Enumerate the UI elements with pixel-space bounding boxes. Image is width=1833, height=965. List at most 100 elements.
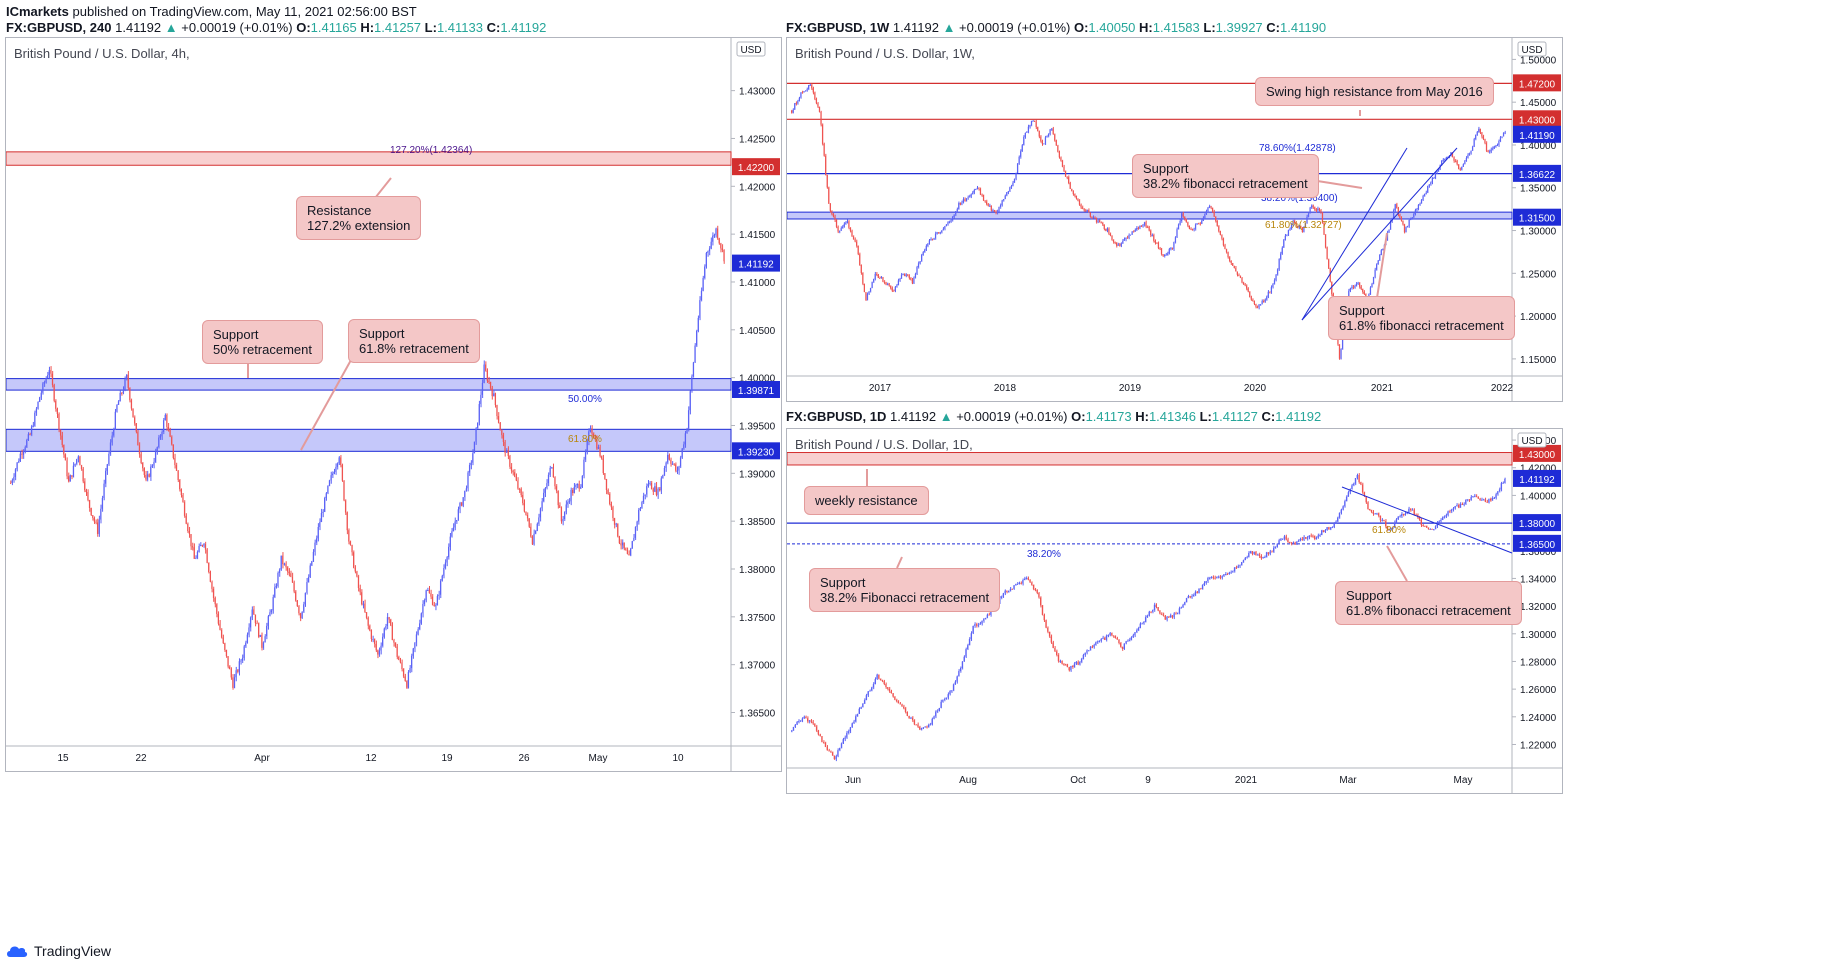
candle-body [357,576,359,589]
candle-body [1422,525,1424,527]
annotation-support-618[interactable]: Support 61.8% fibonacci retracement [1335,581,1522,625]
candle-body [1041,605,1044,615]
candle-body [1484,139,1486,144]
candle-body [1260,556,1262,559]
candle-body [1210,206,1212,208]
annotation-line: Support [359,326,405,341]
chart-panel-1w[interactable]: 78.60%(1.42878) 38.20%(1.36400) 61.80%(1.3… [786,37,1563,402]
candle-body [533,533,535,545]
candle-body [32,425,34,427]
candle-body [322,511,324,514]
annotation-support-50[interactable]: Support 50% retracement [202,320,323,364]
candle-body [317,526,319,539]
annotation-support-618[interactable]: Support 61.8% fibonacci retracement [1328,296,1515,340]
candle-body [1056,651,1058,656]
candle-body [559,505,561,508]
candle-body [1201,585,1204,590]
annotation-support-382[interactable]: Support 38.2% Fibonacci retracement [809,568,1001,612]
candle-body [111,435,113,443]
candle-body [423,600,425,604]
candle-body [843,223,845,227]
candle-body [80,465,82,470]
annotation-resistance-127[interactable]: Resistance 127.2% extension [296,196,422,240]
candle-body [1267,552,1269,554]
candle-body [1389,221,1392,230]
candle-body [230,669,232,678]
annotation-support-618[interactable]: Support 61.8% retracement [348,319,480,363]
candle-body [219,623,221,630]
candle-body [874,273,876,279]
candle-body [636,521,638,527]
candle-body [880,277,882,279]
candle-body [807,718,809,722]
candle-body [933,238,935,240]
candle-body [1451,152,1453,158]
candle-body [1069,183,1071,189]
tradingview-logo[interactable]: TradingView [6,943,111,959]
candle-body [628,553,630,556]
candle-body [697,317,699,331]
candle-body [1038,131,1040,137]
candle-body [1004,195,1006,200]
candle-body [1120,243,1122,246]
candle-body [691,376,693,392]
chart-1d-canvas[interactable]: 38.20%61.80%1.440001.420001.400001.38000… [787,429,1562,793]
candle-body [1261,301,1263,305]
candle-body [865,695,867,701]
candle-body [1120,643,1122,647]
candle-body [967,645,969,650]
candle-body [1130,637,1132,640]
candle-body [584,452,587,460]
symbol-line-1d: FX:GBPUSD, 1D 1.41192 ▲ +0.00019 (+0.01%… [786,409,1322,424]
annotation-weekly-resistance[interactable]: weekly resistance [804,486,929,515]
author-name[interactable]: ICmarkets [6,4,69,19]
candle-body [815,726,818,731]
candle-body [196,551,198,558]
candle-body [1437,169,1439,172]
candle-body [456,519,458,522]
candle-body [1171,248,1173,250]
candle-body [1174,237,1176,243]
candle-body [436,596,438,606]
candle-body [626,550,628,554]
chart-panel-4h[interactable]: 127.20%(1.42364) 50.00% 61.80% 1.43000 1.425… [5,37,782,772]
candle-body [87,492,89,501]
annotation-support-382[interactable]: Support 38.2% fibonacci retracement [1132,154,1319,198]
candle-body [644,494,646,496]
candle-body [1074,194,1076,196]
candle-body [1249,551,1252,553]
candle-body [1021,145,1023,152]
chart-4h-canvas[interactable]: 127.20%(1.42364) 50.00% 61.80% 1.43000 1.425… [6,38,781,771]
candle-body [959,668,962,672]
candle-body [1255,551,1257,556]
candle-body [591,428,593,434]
annotation-swing-high[interactable]: Swing high resistance from May 2016 [1255,77,1494,106]
candle-body [547,474,549,484]
candle-body [1449,511,1451,513]
candle-body [1312,535,1314,537]
candle-body [1033,120,1036,122]
candle-body [1358,282,1361,287]
candle-body [1318,208,1320,211]
candle-body [1054,648,1056,652]
candle-body [1098,640,1100,642]
price-tag-label: 1.41192 [1519,475,1555,486]
candle-body [955,211,957,215]
candle-body [1369,287,1371,295]
candle-body [1027,126,1029,132]
candle-body [978,187,980,189]
candle-body [1290,542,1293,544]
candle-body [857,245,859,255]
candle-body [1098,220,1101,223]
candle-body [803,716,805,719]
candle-body [69,475,71,482]
y-tick-label: 1.34000 [1520,574,1557,585]
chart-panel-1d[interactable]: 38.20%61.80%1.440001.420001.400001.38000… [786,428,1563,794]
candle-body [53,385,55,401]
candle-body [1456,160,1458,165]
candle-body [143,468,145,475]
x-tick-label: Apr [254,753,270,764]
price-tag [732,254,780,272]
candle-body [113,429,115,436]
candle-body [1292,542,1294,544]
